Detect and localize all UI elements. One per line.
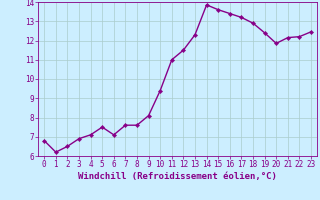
X-axis label: Windchill (Refroidissement éolien,°C): Windchill (Refroidissement éolien,°C) [78,172,277,181]
